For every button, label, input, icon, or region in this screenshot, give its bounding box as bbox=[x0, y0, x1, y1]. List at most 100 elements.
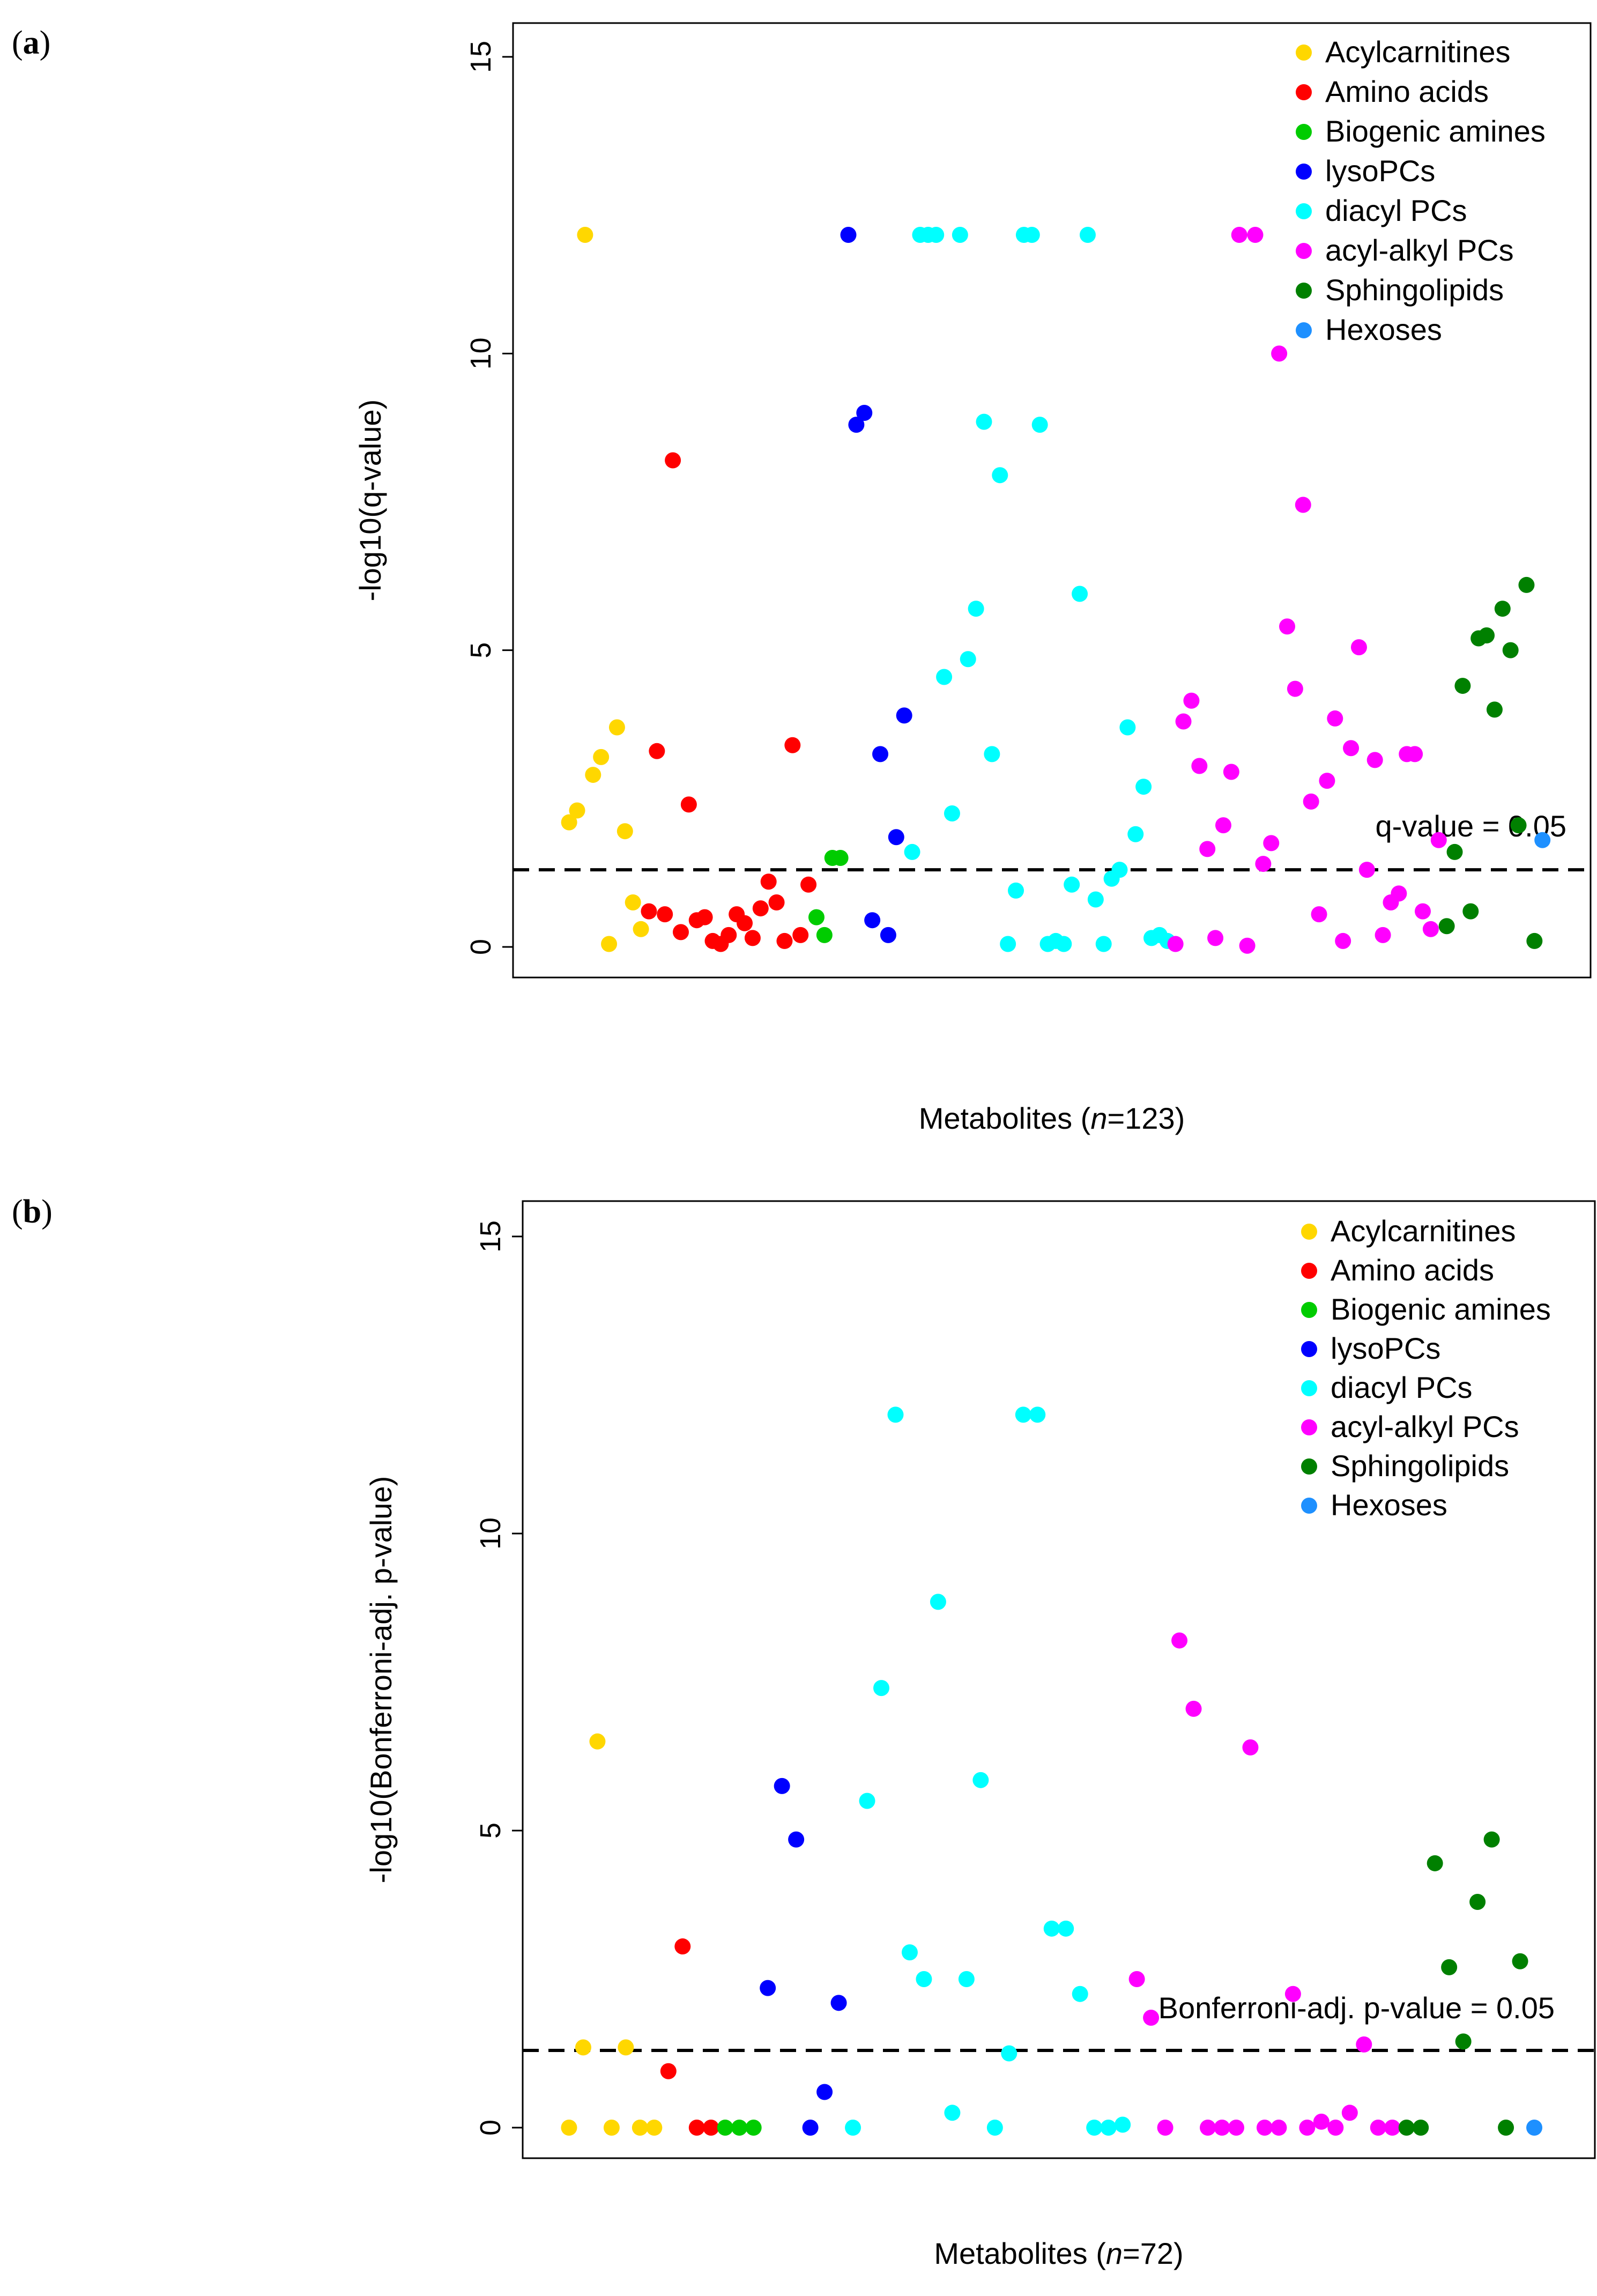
data-point bbox=[589, 1733, 606, 1750]
data-point bbox=[616, 823, 633, 840]
data-point bbox=[1502, 642, 1519, 658]
data-point bbox=[1191, 758, 1208, 774]
legend-marker bbox=[1296, 283, 1312, 299]
legend-label: Sphingolipids bbox=[1331, 1449, 1509, 1483]
data-point bbox=[873, 1680, 890, 1697]
data-point bbox=[880, 927, 896, 943]
data-point bbox=[1454, 678, 1471, 694]
data-point bbox=[958, 1971, 975, 1987]
data-point bbox=[1058, 1920, 1074, 1937]
data-point bbox=[1185, 1700, 1202, 1717]
legend-label: lysoPCs bbox=[1331, 1331, 1440, 1365]
threshold-label: q-value = 0.05 bbox=[1376, 809, 1566, 843]
data-point bbox=[1175, 713, 1192, 730]
data-point bbox=[856, 405, 873, 421]
data-point bbox=[1043, 1920, 1060, 1937]
data-point bbox=[928, 227, 945, 243]
data-point bbox=[986, 2120, 1003, 2136]
data-point bbox=[660, 2063, 677, 2079]
y-axis-title: -log10(Bonferroni-adj. p-value) bbox=[364, 1476, 398, 1884]
data-point bbox=[1313, 2113, 1329, 2130]
data-point bbox=[1441, 1959, 1458, 1975]
legend-marker bbox=[1301, 1341, 1317, 1357]
data-point bbox=[1479, 627, 1495, 643]
data-point bbox=[1341, 2105, 1358, 2121]
data-point bbox=[569, 802, 585, 819]
y-axis: 0 5 10 15 bbox=[474, 1220, 523, 2136]
data-point bbox=[737, 915, 753, 931]
legend-label: Biogenic amines bbox=[1331, 1292, 1551, 1326]
data-point bbox=[1356, 2036, 1372, 2053]
data-point bbox=[896, 707, 912, 724]
data-point bbox=[561, 814, 577, 831]
data-point bbox=[633, 921, 649, 937]
data-point bbox=[840, 227, 857, 243]
data-point bbox=[1518, 576, 1535, 593]
legend: Acylcarnitines Amino acids Biogenic amines… bbox=[1301, 1214, 1551, 1522]
data-point bbox=[901, 1944, 918, 1961]
y-tick-label: 10 bbox=[465, 337, 497, 369]
data-point bbox=[1072, 1986, 1088, 2002]
data-point bbox=[1215, 817, 1231, 834]
data-point bbox=[1295, 497, 1311, 513]
legend-label: Acylcarnitines bbox=[1325, 35, 1510, 69]
data-point bbox=[984, 746, 1000, 762]
legend-label: Sphingolipids bbox=[1325, 273, 1504, 307]
data-point bbox=[1350, 639, 1367, 656]
data-point bbox=[1526, 932, 1543, 949]
data-point bbox=[632, 2120, 648, 2136]
legend: Acylcarnitines Amino acids Biogenic amines… bbox=[1296, 35, 1546, 346]
data-point bbox=[960, 651, 976, 668]
data-point bbox=[1483, 1831, 1500, 1848]
data-points bbox=[561, 1406, 1543, 2136]
data-point bbox=[1287, 680, 1303, 697]
data-point bbox=[575, 2039, 591, 2056]
data-point bbox=[1391, 885, 1407, 902]
data-point bbox=[1214, 2120, 1230, 2136]
scatter-chart-bonferroni: 0 5 10 15 -log10(Bonferroni-adj. p-value) Met… bbox=[364, 1200, 1596, 2270]
data-point bbox=[1157, 2120, 1173, 2136]
data-point bbox=[774, 1777, 790, 1794]
legend-label: Amino acids bbox=[1325, 75, 1489, 108]
data-point bbox=[1029, 1406, 1046, 1423]
data-point bbox=[1462, 903, 1479, 920]
data-point bbox=[1119, 719, 1136, 736]
x-axis-title: Metabolites (n=72) bbox=[934, 2236, 1183, 2270]
data-point bbox=[1271, 345, 1288, 362]
legend-label: Hexoses bbox=[1331, 1488, 1447, 1522]
data-point bbox=[792, 927, 809, 943]
data-point bbox=[752, 900, 769, 917]
data-point bbox=[1231, 227, 1247, 243]
data-point bbox=[1223, 764, 1239, 780]
plot-frame bbox=[512, 22, 1592, 979]
data-point bbox=[1498, 2120, 1514, 2136]
data-point bbox=[1031, 417, 1048, 433]
legend-marker bbox=[1296, 45, 1312, 61]
data-point bbox=[1438, 918, 1455, 935]
data-point bbox=[672, 924, 689, 940]
data-point bbox=[1095, 936, 1112, 952]
legend-marker bbox=[1296, 243, 1312, 259]
data-point bbox=[745, 2120, 762, 2136]
data-point bbox=[1183, 692, 1200, 709]
data-point bbox=[1303, 793, 1319, 810]
data-point bbox=[760, 873, 777, 890]
data-point bbox=[1008, 882, 1024, 899]
legend-label: Acylcarnitines bbox=[1331, 1214, 1516, 1248]
data-point bbox=[585, 767, 601, 783]
data-point bbox=[703, 2120, 719, 2136]
data-point bbox=[972, 1772, 989, 1788]
y-tick-label: 5 bbox=[474, 1823, 507, 1839]
legend-label: diacyl PCs bbox=[1331, 1371, 1473, 1404]
data-point bbox=[665, 452, 681, 469]
data-point bbox=[1343, 740, 1360, 757]
legend-label: lysoPCs bbox=[1325, 154, 1435, 188]
data-point bbox=[800, 876, 817, 893]
data-point bbox=[992, 467, 1008, 484]
data-point bbox=[577, 227, 593, 243]
data-point bbox=[904, 843, 920, 860]
y-axis: 0 5 10 15 bbox=[465, 41, 513, 955]
y-axis-title: -log10(q-value) bbox=[353, 399, 387, 602]
data-point bbox=[802, 2120, 819, 2136]
